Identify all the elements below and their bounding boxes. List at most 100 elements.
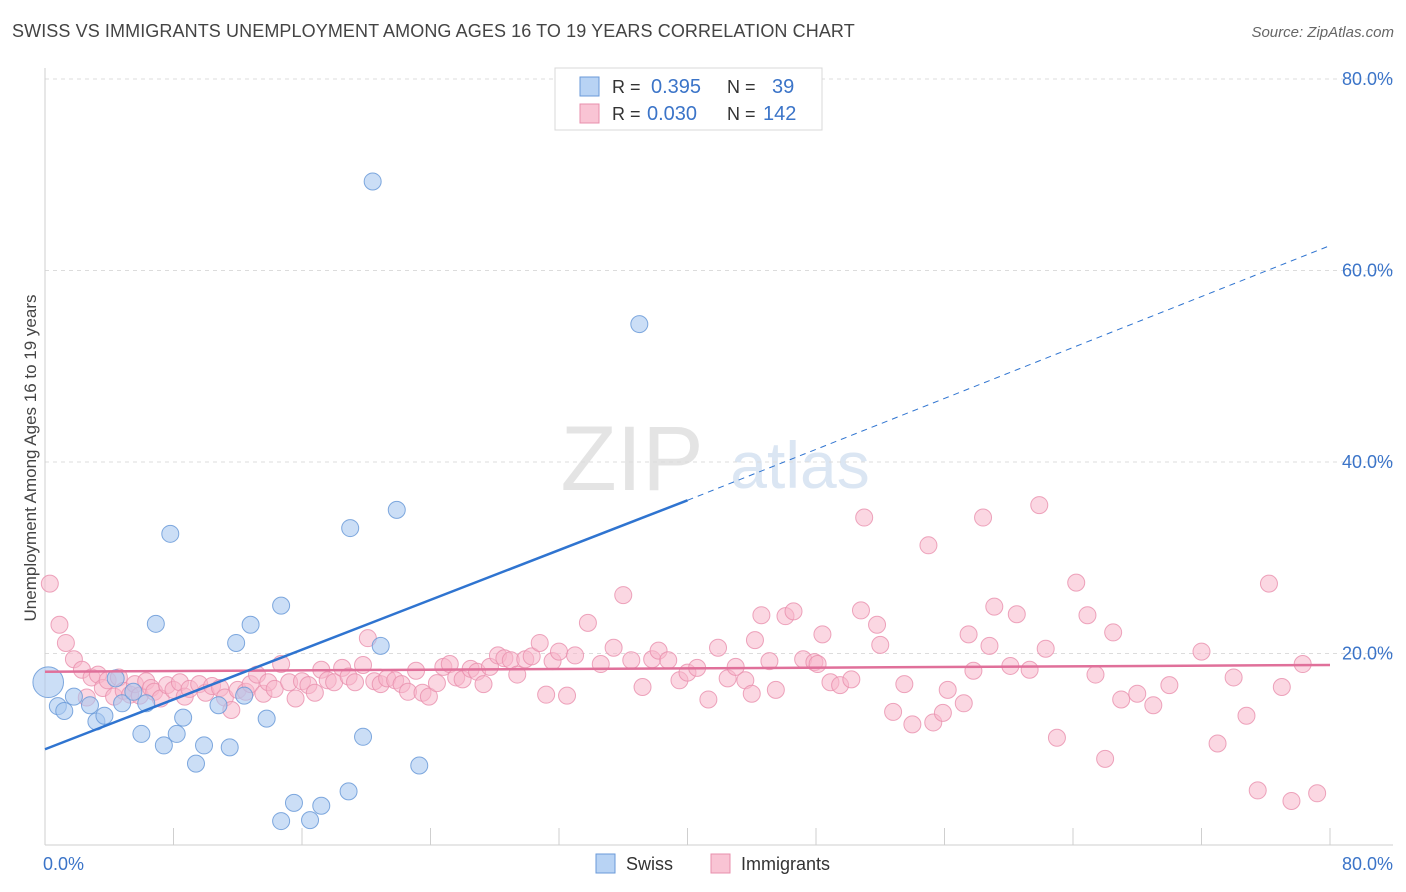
immigrants-point (578, 613, 597, 632)
immigrants-point (933, 703, 952, 722)
immigrants-point (980, 636, 999, 655)
immigrants-point (954, 694, 973, 713)
immigrants-point (808, 655, 827, 674)
immigrants-point (1086, 665, 1105, 684)
swiss-point (154, 736, 173, 755)
immigrants-point (419, 687, 438, 706)
legend-swatch-immigrants (579, 103, 600, 124)
swiss-point (95, 706, 114, 725)
swiss-point (64, 687, 83, 706)
swiss-point (387, 500, 406, 519)
immigrants-point (558, 686, 577, 705)
immigrants-point (842, 670, 861, 689)
swiss-point (227, 633, 246, 652)
watermark-zip: ZIP (560, 408, 703, 510)
swiss-point (80, 696, 99, 715)
immigrants-point (305, 683, 324, 702)
immigrants-point (1030, 496, 1049, 515)
swiss-point (339, 782, 358, 801)
swiss-point (186, 754, 205, 773)
swiss-trend-line (44, 499, 688, 751)
bottom-legend-immigrants: Immigrants (741, 854, 830, 874)
swiss-point (301, 811, 320, 830)
stats-legend: R = 0.395 N = 39 R = 0.030 N = 142 (554, 67, 823, 131)
immigrants-point (614, 586, 633, 605)
immigrants-point (752, 606, 771, 625)
immigrants-point (919, 536, 938, 555)
immigrants-point (56, 633, 75, 652)
immigrants-point (1020, 660, 1039, 679)
legend-r-label-swiss: R = (612, 77, 641, 97)
swiss-trend-extension (687, 245, 1331, 501)
immigrants-point (855, 508, 874, 527)
swiss-point (55, 701, 74, 720)
bottom-legend-swiss: Swiss (626, 854, 673, 874)
bottom-swatch-swiss (595, 853, 616, 874)
immigrants-point (964, 661, 983, 680)
immigrants-point (884, 702, 903, 721)
source-label: Source: ZipAtlas.com (1251, 24, 1394, 41)
axes (44, 68, 1393, 846)
gridlines (45, 78, 1393, 654)
immigrants-point (974, 508, 993, 527)
immigrants-point (622, 651, 641, 670)
swiss-point (284, 793, 303, 812)
immigrants-point (474, 675, 493, 694)
immigrants-point (530, 633, 549, 652)
immigrants-point (40, 574, 59, 593)
trend-lines (44, 245, 1331, 751)
legend-swatch-swiss (579, 76, 600, 97)
immigrants-point (868, 615, 887, 634)
swiss-point (354, 727, 373, 746)
immigrants-point (659, 651, 678, 670)
swiss-point (410, 756, 429, 775)
swiss-point (371, 636, 390, 655)
y-axis-label: Unemployment Among Ages 16 to 19 years (21, 295, 40, 622)
immigrants-point (1078, 606, 1097, 625)
immigrants-point (938, 680, 957, 699)
immigrants-point (286, 689, 305, 708)
legend-r-value-swiss: 0.395 (651, 76, 701, 98)
swiss-point (195, 736, 214, 755)
swiss-point (257, 709, 276, 728)
immigrants-point (985, 597, 1004, 616)
immigrants-point (1104, 623, 1123, 642)
legend-n-label-swiss: N = (727, 77, 756, 97)
immigrants-point (851, 601, 870, 620)
y-tick-label: 60.0% (1342, 261, 1393, 281)
chart-title: SWISS VS IMMIGRANTS UNEMPLOYMENT AMONG A… (12, 21, 855, 41)
watermark-atlas: atlas (730, 428, 869, 502)
immigrants-point (1067, 573, 1086, 592)
immigrants-point (1160, 676, 1179, 695)
immigrants-point (742, 684, 761, 703)
swiss-point (167, 724, 186, 743)
swiss-point (132, 724, 151, 743)
immigrants-point (1047, 728, 1066, 747)
y-tick-label: 40.0% (1342, 452, 1393, 472)
immigrants-point (1308, 784, 1327, 803)
legend-r-value-immigrants: 0.030 (647, 103, 697, 125)
immigrants-point (1208, 734, 1227, 753)
immigrants-point (766, 680, 785, 699)
immigrants-point (871, 635, 890, 654)
immigrants-point (1224, 668, 1243, 687)
immigrants-point (550, 642, 568, 661)
immigrants-point (604, 638, 623, 657)
immigrants-point (1036, 639, 1055, 658)
immigrants-point (1259, 574, 1278, 593)
immigrants-point (1237, 706, 1256, 725)
immigrants-point (895, 675, 914, 694)
y-tick-label: 80.0% (1342, 69, 1393, 89)
legend-n-value-swiss: 39 (772, 76, 794, 98)
immigrants-point (1096, 749, 1115, 768)
y-tick-label: 20.0% (1342, 644, 1393, 664)
immigrants-point (903, 715, 922, 734)
immigrants-point (1144, 696, 1163, 715)
swiss-point (161, 524, 180, 543)
swiss-points (32, 172, 649, 831)
immigrants-point (745, 631, 764, 650)
immigrants-point (566, 646, 585, 665)
immigrants-point (427, 674, 446, 693)
immigrants-point (522, 647, 541, 666)
immigrants-point (1128, 684, 1147, 703)
